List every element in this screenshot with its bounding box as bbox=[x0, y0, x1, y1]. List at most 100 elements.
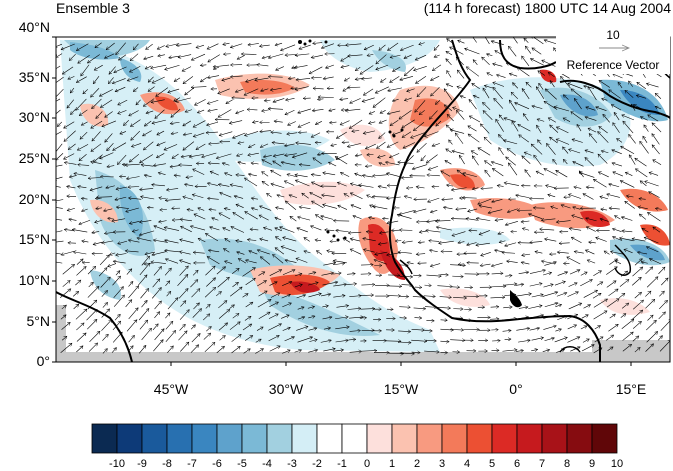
wind-vector bbox=[207, 198, 219, 199]
colorbar-tick-label: -8 bbox=[162, 458, 172, 470]
colorbar-tick-label: 9 bbox=[588, 458, 596, 470]
wind-vector bbox=[550, 125, 559, 133]
wind-vector bbox=[417, 142, 427, 152]
wind-vector bbox=[244, 88, 259, 95]
wind-vector bbox=[480, 264, 491, 266]
wind-vector bbox=[387, 110, 401, 114]
wind-vector bbox=[152, 76, 165, 83]
wind-vector bbox=[183, 141, 195, 151]
wind-vector bbox=[174, 175, 181, 176]
wind-vector bbox=[625, 172, 633, 176]
wind-vector bbox=[351, 205, 362, 210]
colorbar-box bbox=[341, 423, 368, 454]
wind-vector bbox=[374, 260, 388, 265]
wind-vector bbox=[267, 193, 272, 198]
wind-vector bbox=[143, 98, 155, 107]
wind-vector bbox=[348, 55, 363, 56]
wind-vector bbox=[165, 259, 179, 264]
wind-vector bbox=[613, 123, 620, 133]
wind-vector bbox=[260, 206, 272, 211]
wind-vector bbox=[363, 88, 374, 95]
wind-vector bbox=[224, 208, 231, 209]
wind-vector bbox=[273, 98, 285, 102]
wind-vector bbox=[421, 155, 426, 160]
wind-vector bbox=[210, 171, 219, 176]
lat-tick-label: 25°N bbox=[18, 150, 50, 166]
wind-vector bbox=[235, 88, 244, 92]
wind-vector bbox=[102, 240, 114, 243]
wind-vector bbox=[141, 197, 155, 200]
wind-vector bbox=[143, 130, 152, 136]
wind-vector bbox=[355, 155, 362, 156]
wind-vector bbox=[505, 242, 517, 246]
wind-vector bbox=[619, 238, 634, 242]
wind-vector bbox=[245, 212, 258, 220]
wind-vector bbox=[645, 267, 652, 275]
wind-vector bbox=[129, 220, 140, 223]
lat-tick-label: 15°N bbox=[18, 231, 50, 247]
wind-vector bbox=[585, 157, 594, 167]
wind-vector bbox=[638, 207, 648, 209]
wind-vector bbox=[294, 284, 302, 288]
wind-vector bbox=[379, 119, 387, 123]
wind-vector bbox=[451, 187, 467, 190]
wind-vector bbox=[544, 239, 557, 242]
wind-vector bbox=[222, 77, 231, 80]
wind-vector bbox=[469, 116, 481, 123]
wind-vector bbox=[528, 214, 543, 220]
wind-vector bbox=[164, 144, 178, 150]
wind-vector bbox=[129, 153, 140, 162]
wind-vector bbox=[399, 210, 415, 214]
wind-vector bbox=[598, 154, 608, 164]
wind-vector bbox=[447, 185, 454, 186]
wind-vector bbox=[392, 131, 402, 135]
wind-vector bbox=[258, 272, 264, 276]
wind-vector bbox=[359, 185, 374, 188]
wind-vector bbox=[109, 253, 116, 255]
wind-vector bbox=[568, 83, 583, 90]
wind-vector bbox=[288, 78, 296, 79]
wind-vector bbox=[216, 153, 232, 159]
wind-vector bbox=[596, 237, 607, 242]
wind-vector bbox=[429, 241, 440, 242]
wind-vector bbox=[281, 246, 297, 252]
wind-vector bbox=[426, 230, 441, 232]
wind-vector bbox=[56, 43, 63, 47]
wind-vector bbox=[316, 251, 323, 255]
wind-vector bbox=[312, 109, 324, 110]
wind-vector bbox=[120, 131, 127, 134]
wind-vector bbox=[574, 187, 582, 189]
wind-vector bbox=[323, 205, 338, 209]
wind-vector bbox=[284, 144, 295, 146]
wind-vector bbox=[515, 103, 530, 110]
wind-vector bbox=[61, 43, 75, 50]
wind-vector bbox=[297, 228, 308, 233]
wind-vector bbox=[585, 150, 594, 154]
wind-vector bbox=[289, 195, 298, 198]
wind-vector bbox=[432, 64, 442, 71]
wind-vector bbox=[488, 209, 503, 214]
wind-vector bbox=[545, 89, 557, 100]
wind-vector bbox=[574, 98, 582, 110]
wind-vector bbox=[75, 280, 80, 286]
wind-vector bbox=[612, 229, 622, 232]
wind-vector bbox=[378, 243, 388, 245]
colorbar-tick-label: 4 bbox=[463, 458, 471, 470]
wind-vector bbox=[158, 55, 165, 57]
wind-vector bbox=[661, 278, 668, 286]
wind-vector bbox=[372, 175, 388, 176]
wind-vector bbox=[649, 192, 660, 198]
wind-vector bbox=[424, 131, 439, 137]
wind-vector bbox=[518, 272, 529, 274]
wind-vector bbox=[499, 241, 506, 243]
wind-vector bbox=[606, 281, 616, 288]
wind-vector bbox=[652, 123, 662, 133]
wind-vector bbox=[495, 219, 504, 220]
wind-vector bbox=[275, 248, 285, 255]
wind-vector bbox=[193, 169, 205, 175]
wind-vector bbox=[180, 219, 192, 221]
wind-vector bbox=[62, 280, 70, 287]
wind-vector bbox=[248, 143, 256, 147]
wind-vector bbox=[407, 262, 414, 264]
wind-vector bbox=[628, 81, 633, 87]
